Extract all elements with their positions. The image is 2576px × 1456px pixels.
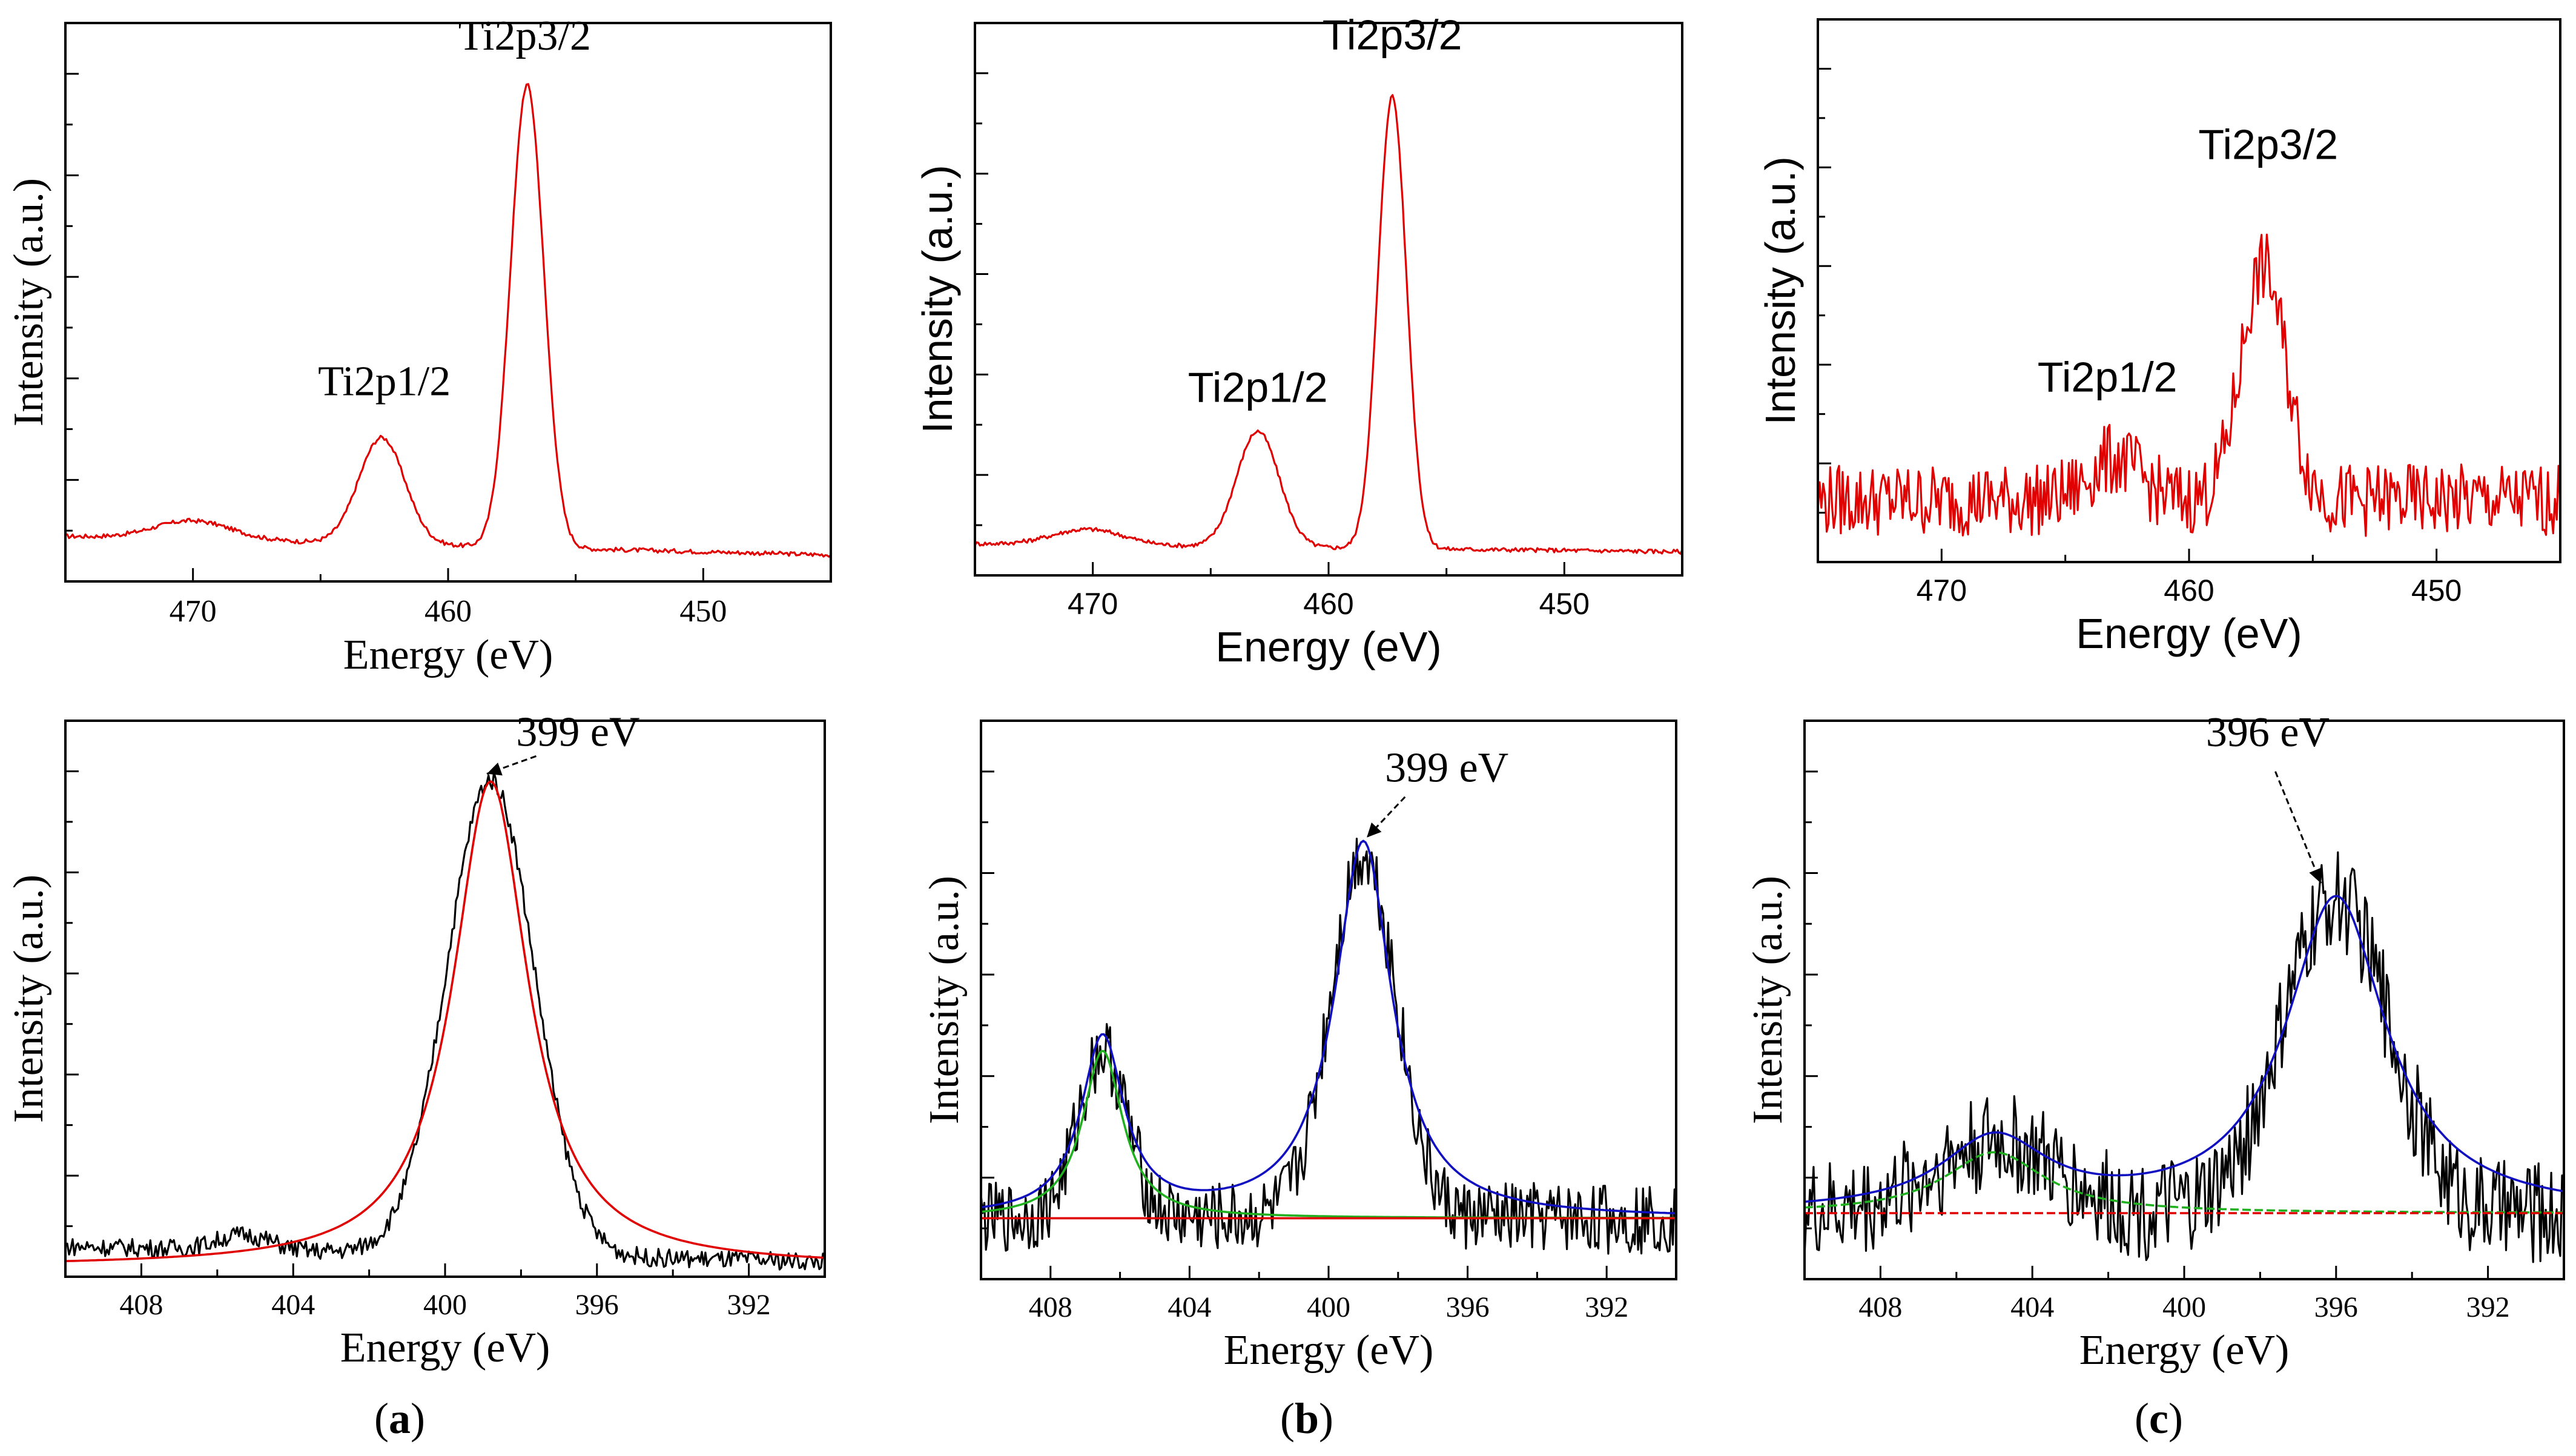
x-ticks: 408 404 400 396 392 <box>980 1266 1677 1323</box>
svg-text:(a): (a) <box>374 1394 425 1443</box>
x-tick-label: 460 <box>1303 587 1353 621</box>
peak-label: Ti2p3/2 <box>1323 11 1462 58</box>
x-tick-label: 400 <box>2162 1291 2206 1323</box>
peak-arrow <box>2274 771 2322 884</box>
plot-frame <box>64 22 832 583</box>
x-axis-label: Energy (eV) <box>340 1325 550 1371</box>
x-tick-label: 450 <box>679 594 727 629</box>
caption-letter-a: a <box>389 1394 411 1443</box>
chart-a-top: 470 460 450 Energy (eV) Intensity (a.u.) Ti2p… <box>5 13 832 678</box>
plot-frame <box>974 22 1683 577</box>
series-raw-data-line <box>65 771 825 1271</box>
x-axis-label: Energy (eV) <box>343 632 553 678</box>
x-tick-label: 460 <box>2164 574 2214 607</box>
y-ticks <box>975 72 988 526</box>
peak-arrow <box>1366 796 1406 838</box>
x-tick-label: 470 <box>1068 587 1118 621</box>
plot-frame <box>64 720 826 1278</box>
x-axis-label: Energy (eV) <box>1224 1327 1434 1374</box>
x-tick-label: 408 <box>1029 1291 1072 1323</box>
chart-b-top: 470 460 450 Energy (eV) Intensity (a.u.) Ti2p… <box>914 11 1683 670</box>
y-axis-label: Intensity (a.u.) <box>1745 876 1791 1124</box>
svg-text:(c): (c) <box>2135 1394 2183 1443</box>
peak-label: 396 eV <box>2206 709 2330 756</box>
y-ticks <box>1818 67 1831 514</box>
x-tick-label: 450 <box>1539 587 1590 621</box>
x-tick-label: 470 <box>1917 574 1967 607</box>
caption-c: (c) <box>2135 1394 2183 1443</box>
series-spectrum-line <box>1818 233 2560 537</box>
series-fit-line <box>65 780 825 1262</box>
peak-label: 399 eV <box>1385 745 1508 792</box>
y-ticks <box>65 770 79 1228</box>
series-raw-data-line <box>1805 851 2564 1263</box>
peak-label: 399 eV <box>516 709 639 756</box>
x-ticks: 470 460 450 <box>1817 549 2561 607</box>
caption-a: (a) <box>374 1394 425 1443</box>
x-tick-label: 460 <box>424 594 472 629</box>
x-tick-label: 396 <box>1446 1291 1490 1323</box>
x-tick-label: 450 <box>2411 574 2462 607</box>
x-tick-label: 396 <box>575 1289 619 1321</box>
x-ticks: 408 404 400 396 392 <box>64 1263 826 1321</box>
x-ticks: 408 404 400 396 392 <box>1803 1266 2565 1323</box>
series-raw-data-line <box>981 838 1676 1255</box>
x-tick-label: 404 <box>1167 1291 1211 1323</box>
x-tick-label: 396 <box>2314 1291 2358 1323</box>
chart-b-bottom: 408 404 400 396 392 Energy (eV) Intensity (a.u… <box>921 720 1677 1374</box>
x-tick-label: 408 <box>119 1289 163 1321</box>
series-spectrum-line <box>975 94 1682 555</box>
caption-b: (b) <box>1280 1394 1333 1443</box>
peak-arrow <box>486 755 537 776</box>
caption-letter-c: c <box>2149 1394 2168 1443</box>
x-tick-label: 470 <box>170 594 217 629</box>
x-tick-label: 404 <box>271 1289 315 1321</box>
x-tick-label: 408 <box>1858 1291 1902 1323</box>
series-fit-total-line <box>1805 895 2564 1203</box>
y-axis-label: Intensity (a.u.) <box>914 165 961 434</box>
y-axis-label: Intensity (a.u.) <box>5 178 52 426</box>
caption-letter-b: b <box>1295 1394 1319 1443</box>
series-fit-total-line <box>981 839 1676 1214</box>
x-ticks: 470 460 450 <box>64 568 832 629</box>
svg-text:(b): (b) <box>1280 1394 1333 1443</box>
x-ticks: 470 460 450 <box>974 562 1683 621</box>
x-tick-label: 392 <box>2466 1291 2510 1323</box>
chart-a-bottom: 408 404 400 396 392 Energy (eV) Intensity (a.u… <box>5 709 826 1371</box>
plot-frame <box>980 720 1677 1280</box>
y-ticks <box>981 770 994 1229</box>
series-spectrum-line <box>65 83 831 558</box>
peak-label: Ti2p3/2 <box>458 13 591 59</box>
y-axis-label: Intensity (a.u.) <box>5 875 52 1123</box>
x-tick-label: 404 <box>2010 1291 2054 1323</box>
x-tick-label: 392 <box>1585 1291 1628 1323</box>
peak-label: Ti2p3/2 <box>2198 121 2338 168</box>
y-axis-label: Intensity (a.u.) <box>921 876 968 1124</box>
peak-label: Ti2p1/2 <box>318 359 451 405</box>
y-ticks <box>1805 770 1818 1229</box>
y-axis-label: Intensity (a.u.) <box>1757 156 1804 425</box>
peak-label: Ti2p1/2 <box>2038 353 2178 400</box>
x-tick-label: 392 <box>727 1289 771 1321</box>
x-axis-label: Energy (eV) <box>2076 610 2302 657</box>
series-fit-component-line <box>981 1050 1676 1219</box>
x-axis-label: Energy (eV) <box>2079 1327 2290 1374</box>
chart-c-bottom: 408 404 400 396 392 Energy (eV) Intensity (a.u… <box>1745 709 2565 1374</box>
y-ticks <box>65 73 79 532</box>
x-axis-label: Energy (eV) <box>1215 623 1441 670</box>
peak-label: Ti2p1/2 <box>1188 363 1328 411</box>
x-tick-label: 400 <box>423 1289 467 1321</box>
chart-c-top: 470 460 450 Energy (eV) Intensity (a.u.) Ti2p… <box>1757 18 2561 657</box>
x-tick-label: 400 <box>1307 1291 1350 1323</box>
